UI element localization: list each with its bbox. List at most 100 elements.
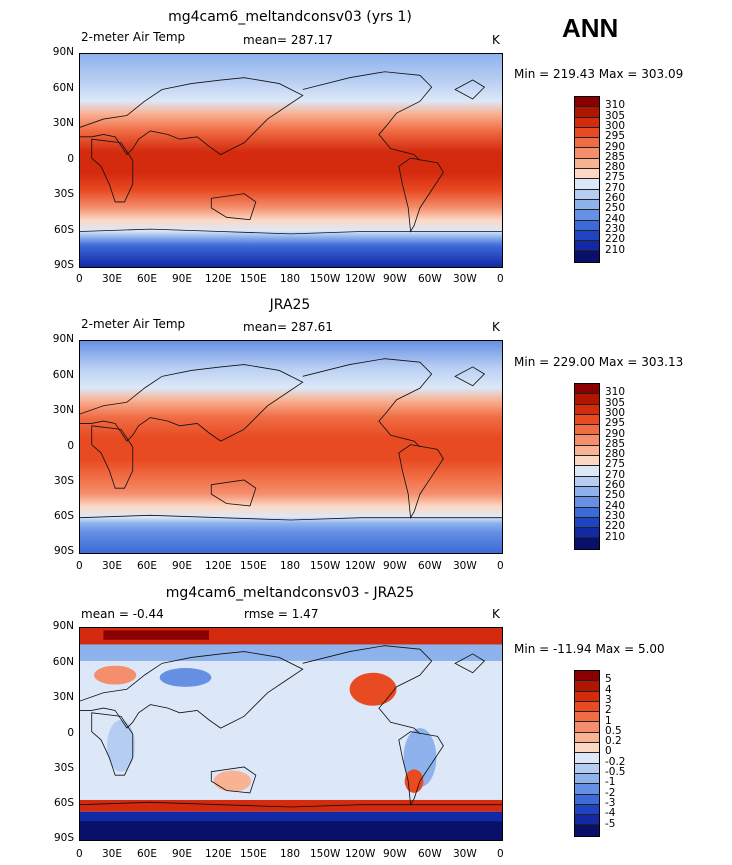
lon-tick: 180 bbox=[280, 848, 301, 860]
lat-tick: 90S bbox=[53, 832, 74, 844]
colorbar-swatch bbox=[575, 179, 599, 190]
lat-tick: 30N bbox=[52, 691, 74, 703]
colorbar-label: 295 bbox=[605, 417, 626, 430]
colorbar-label: -5 bbox=[605, 817, 616, 830]
colorbar-swatch bbox=[575, 691, 599, 702]
colorbar-label: 300 bbox=[605, 119, 626, 132]
lon-tick: 0 bbox=[497, 273, 504, 285]
colorbar-label: 4 bbox=[605, 683, 612, 696]
colorbar-swatch bbox=[575, 773, 599, 785]
panel3-colorbar bbox=[574, 670, 600, 837]
lon-tick: 60W bbox=[418, 560, 442, 572]
lon-tick: 30E bbox=[102, 848, 122, 860]
colorbar-swatch bbox=[575, 753, 599, 764]
colorbar-label: 285 bbox=[605, 437, 626, 450]
panel2-map bbox=[79, 340, 503, 554]
colorbar-label: 2 bbox=[605, 704, 612, 717]
lon-tick: 30W bbox=[453, 273, 477, 285]
lon-tick: 30W bbox=[453, 560, 477, 572]
lon-tick: 0 bbox=[497, 848, 504, 860]
colorbar-swatch bbox=[575, 794, 599, 805]
panel3-map bbox=[79, 627, 503, 841]
lon-tick: 150W bbox=[310, 560, 341, 572]
panel1-lon-ticks: 0 30E 60E 90E 120E 150E 180 150W 120W 90… bbox=[76, 273, 504, 287]
colorbar-swatch bbox=[575, 220, 599, 231]
lon-tick: 120W bbox=[345, 273, 376, 285]
colorbar-swatch bbox=[575, 435, 599, 446]
panel2-left-label: 2-meter Air Temp bbox=[81, 317, 186, 331]
lat-tick: 60N bbox=[52, 369, 74, 381]
lon-tick: 90E bbox=[172, 560, 192, 572]
colorbar-swatch bbox=[575, 784, 599, 795]
colorbar-label: 1 bbox=[605, 714, 612, 727]
colorbar-label: 270 bbox=[605, 468, 626, 481]
colorbar-swatch bbox=[575, 138, 599, 149]
colorbar-label: 0.5 bbox=[605, 724, 622, 737]
colorbar-swatch bbox=[575, 732, 599, 744]
colorbar-label: 290 bbox=[605, 427, 626, 440]
colorbar-swatch bbox=[575, 148, 599, 159]
colorbar-swatch bbox=[575, 158, 599, 170]
colorbar-label: 250 bbox=[605, 489, 626, 502]
lat-tick: 30N bbox=[52, 404, 74, 416]
lon-tick: 60E bbox=[137, 560, 157, 572]
lat-tick: 30S bbox=[53, 188, 74, 200]
lon-tick: 150W bbox=[310, 848, 341, 860]
colorbar-label: 210 bbox=[605, 530, 626, 543]
colorbar-swatch bbox=[575, 425, 599, 436]
lat-tick: 60N bbox=[52, 82, 74, 94]
colorbar-label: 220 bbox=[605, 233, 626, 246]
colorbar-label: 280 bbox=[605, 448, 626, 461]
colorbar-swatch bbox=[575, 189, 599, 200]
lat-tick: 90S bbox=[53, 545, 74, 557]
colorbar-label: 280 bbox=[605, 161, 626, 174]
panel3-minmax: Min = -11.94 Max = 5.00 bbox=[514, 642, 665, 656]
lat-tick: 0 bbox=[67, 727, 74, 739]
panel2-title: JRA25 bbox=[269, 297, 311, 313]
colorbar-swatch bbox=[575, 476, 599, 487]
panel2-colorbar bbox=[574, 383, 600, 550]
colorbar-swatch bbox=[575, 804, 599, 816]
lon-tick: 90E bbox=[172, 273, 192, 285]
lon-tick: 90W bbox=[383, 848, 407, 860]
colorbar-swatch bbox=[575, 230, 599, 242]
colorbar-swatch bbox=[575, 169, 599, 180]
colorbar-label: 285 bbox=[605, 150, 626, 163]
lon-tick: 30E bbox=[102, 560, 122, 572]
colorbar-swatch bbox=[575, 127, 599, 139]
panel3-left-label: mean = -0.44 bbox=[81, 607, 164, 621]
colorbar-swatch bbox=[575, 763, 599, 774]
colorbar-label: 3 bbox=[605, 693, 612, 706]
panel3-lon-ticks: 0 30E 60E 90E 120E 150E 180 150W 120W 90… bbox=[76, 848, 504, 862]
colorbar-swatch bbox=[575, 414, 599, 426]
lon-tick: 0 bbox=[497, 560, 504, 572]
lon-tick: 150E bbox=[240, 273, 267, 285]
lon-tick: 60W bbox=[418, 848, 442, 860]
colorbar-swatch bbox=[575, 743, 599, 754]
lat-tick: 60S bbox=[53, 510, 74, 522]
colorbar-swatch bbox=[575, 507, 599, 518]
panel3-center-label: rmse = 1.47 bbox=[244, 607, 319, 621]
lon-tick: 0 bbox=[76, 560, 83, 572]
colorbar-swatch bbox=[575, 497, 599, 508]
lon-tick: 90W bbox=[383, 273, 407, 285]
colorbar-swatch bbox=[575, 445, 599, 457]
lon-tick: 90W bbox=[383, 560, 407, 572]
colorbar-swatch bbox=[575, 394, 599, 405]
colorbar-label: 240 bbox=[605, 212, 626, 225]
panel2-center-label: mean= 287.61 bbox=[243, 320, 333, 334]
lon-tick: 150W bbox=[310, 273, 341, 285]
colorbar-swatch bbox=[575, 241, 599, 252]
colorbar-swatch bbox=[575, 528, 599, 539]
colorbar-swatch bbox=[575, 456, 599, 467]
colorbar-swatch bbox=[575, 210, 599, 221]
panel2-minmax: Min = 229.00 Max = 303.13 bbox=[514, 355, 684, 369]
panel1-center-label: mean= 287.17 bbox=[243, 33, 333, 47]
colorbar-label: -0.2 bbox=[605, 755, 626, 768]
lat-tick: 0 bbox=[67, 153, 74, 165]
lon-tick: 120E bbox=[205, 273, 232, 285]
colorbar-label: 275 bbox=[605, 458, 626, 471]
lat-tick: 60N bbox=[52, 656, 74, 668]
colorbar-label: 305 bbox=[605, 396, 626, 409]
colorbar-label: 305 bbox=[605, 109, 626, 122]
